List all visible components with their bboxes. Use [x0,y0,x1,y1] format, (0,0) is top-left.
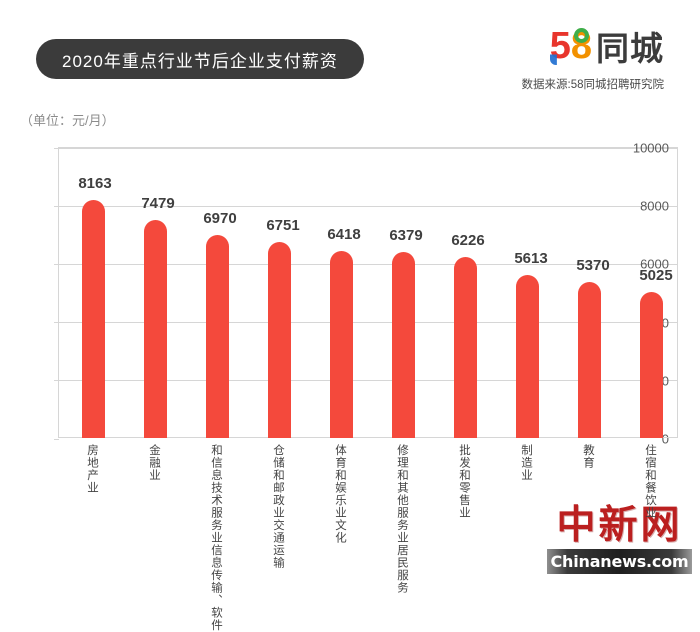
x-axis-category-label: 金融业 [148,444,160,482]
bar-value-label: 5025 [639,266,673,284]
category-label-line: 体育和娱乐业 [334,444,347,519]
bar-value-label: 7479 [141,195,175,213]
y-axis-tickmark [54,380,59,382]
category-label-line: 批发和零售业 [458,444,471,519]
y-axis-tickmark [54,438,59,440]
category-label-line: 仓储和邮政业 [272,444,285,519]
bar[interactable] [515,274,539,438]
bar[interactable] [453,256,477,438]
chart-page: 2020年重点行业节后企业支付薪资 5 8 同城 数据来源:58同城招聘研究院 … [0,0,700,594]
category-label-line: 住宿和餐饮业 [644,444,657,519]
x-axis-category-label: 信息传输、软件 和信息技术服务业 [210,444,222,632]
bar[interactable] [577,281,601,438]
x-axis-category-label: 交通运输 仓储和邮政业 [272,444,284,569]
bar-value-label: 5370 [576,256,610,274]
bar[interactable] [267,241,291,438]
x-axis-line [59,437,677,438]
x-axis-category-label: 教育 [582,444,594,469]
bar-value-label: 6226 [451,231,485,249]
bar-value-label: 5613 [514,249,548,267]
category-label-line: 和信息技术服务业 [210,444,223,544]
unit-note: （单位：元/月） [20,113,115,128]
bar-value-label: 6751 [266,216,300,234]
watermark-bar: Chinanews.com [547,549,692,574]
y-axis-tickmark [54,263,59,265]
logo-digit-8: 8 [570,25,592,67]
x-axis-category-label: 房地产业 [86,444,98,494]
bar[interactable] [81,200,105,438]
bar-value-label: 6418 [327,226,361,244]
y-axis-label: 6000 [640,256,669,272]
data-source-note: 数据来源:58同城招聘研究院 [521,79,665,91]
bar[interactable] [205,235,229,438]
watermark: 中新网 Chinanews.com [547,506,692,574]
category-label-line: 文化 [334,519,347,544]
logo-brand-text: 同城 [596,30,664,67]
y-axis-label: 8000 [640,198,669,214]
category-label-line: 制造业 [520,444,533,482]
y-axis-tickmark [54,205,59,207]
category-label-line: 交通运输 [272,519,285,569]
bar-value-label: 6379 [389,227,423,245]
y-axis-tickmark [54,322,59,324]
gridline [59,147,677,149]
gridline [59,205,677,207]
gridline [59,263,677,265]
bar[interactable] [391,252,415,438]
bar[interactable] [639,291,663,438]
x-axis-category-label: 住宿和餐饮业 [644,444,656,519]
bar-value-label: 8163 [78,175,112,193]
page-title: 2020年重点行业节后企业支付薪资 [36,39,364,79]
bar[interactable] [143,220,167,438]
category-label-line: 居民服务 [396,544,409,594]
category-label-line: 房地产业 [86,444,99,494]
brand-logo-58tongcheng: 5 8 同城 [550,27,664,65]
x-axis-category-label: 文化 体育和娱乐业 [334,444,346,544]
category-label-line: 信息传输、软件 [210,544,223,632]
y-axis-label: 10000 [632,140,669,156]
watermark-chinese: 中新网 [556,502,683,548]
gridline [59,380,677,382]
logo-digit-5: 5 [549,25,571,67]
category-label-line: 修理和其他服务业 [396,444,409,544]
x-axis-category-label: 居民服务 修理和其他服务业 [396,444,408,594]
bar[interactable] [329,251,353,438]
gridline [59,322,677,324]
y-axis-label: 0 [661,431,669,447]
bar-value-label: 6970 [203,210,237,228]
category-label-line: 教育 [582,444,595,469]
chart-plot-area: 0200040006000800010000816374796970675164… [54,141,678,447]
x-axis-category-label: 批发和零售业 [458,444,470,519]
x-axis-category-label: 制造业 [520,444,532,482]
y-axis-tickmark [54,147,59,149]
category-label-line: 金融业 [148,444,161,482]
watermark-english: Chinanews.com [550,552,689,571]
